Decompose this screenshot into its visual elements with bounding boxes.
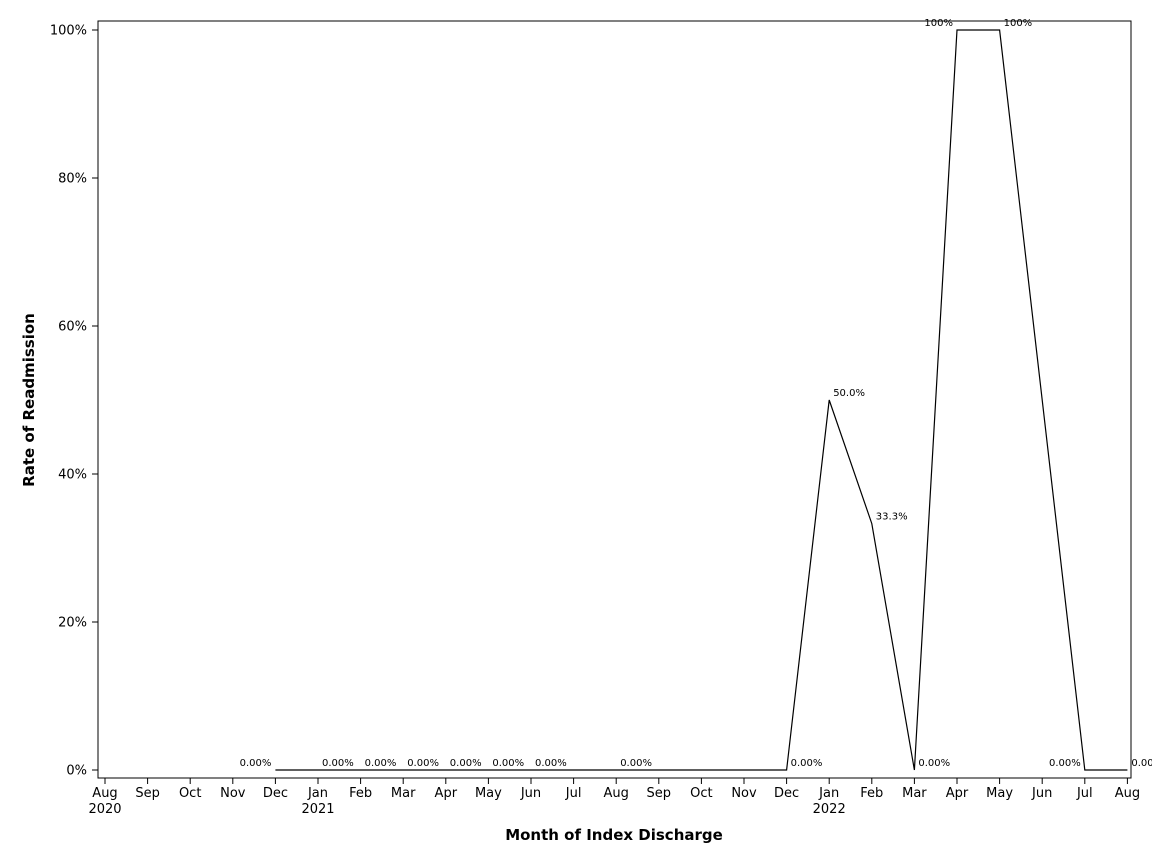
data-point-label: 0.00% — [240, 758, 272, 769]
data-point-label: 50.0% — [833, 388, 865, 399]
x-tick-label: Feb — [349, 786, 372, 801]
data-point-label: 100% — [1004, 18, 1033, 29]
x-tick-label: Oct — [179, 786, 201, 801]
x-tick-label: Jan — [307, 786, 328, 801]
x-tick-label: Sep — [135, 786, 160, 801]
data-point-label: 0.00% — [918, 758, 950, 769]
y-axis-title: Rate of Readmission — [20, 313, 38, 487]
data-point-label: 0.00% — [492, 758, 524, 769]
x-tick-label: Mar — [902, 786, 927, 801]
x-tick-label: Jan — [818, 786, 839, 801]
x-tick-label: Aug — [604, 786, 629, 801]
x-axis-title: Month of Index Discharge — [505, 826, 723, 844]
data-point-label: 0.00% — [791, 758, 823, 769]
data-point-label: 0.00% — [1049, 758, 1081, 769]
x-tick-label: Dec — [263, 786, 288, 801]
x-tick-label: Jul — [565, 786, 582, 801]
x-year-label: 2020 — [88, 802, 121, 817]
x-tick-label: Aug — [1115, 786, 1140, 801]
x-tick-label: May — [475, 786, 502, 801]
y-tick-label: 80% — [58, 172, 87, 187]
y-axis: 0% 20% 40% 60% 80% 100% — [50, 24, 98, 779]
series-layer — [275, 29, 1128, 771]
x-year-label: 2021 — [301, 802, 334, 817]
data-point-label: 0.00% — [1131, 758, 1152, 769]
plot-frame — [97, 20, 1132, 779]
x-tick-label: Nov — [220, 786, 246, 801]
data-point-label: 0.00% — [407, 758, 439, 769]
data-point-label: 0.00% — [535, 758, 567, 769]
y-tick-label: 60% — [58, 320, 87, 335]
data-point-label: 0.00% — [450, 758, 482, 769]
x-tick-label: Aug — [92, 786, 117, 801]
x-tick-label: Dec — [774, 786, 799, 801]
x-tick-label: Nov — [731, 786, 757, 801]
x-year-label: 2022 — [813, 802, 846, 817]
data-point-label: 0.00% — [365, 758, 397, 769]
x-tick-label: Apr — [435, 786, 458, 801]
data-point-label: 0.00% — [322, 758, 354, 769]
data-point-label: 0.00% — [620, 758, 652, 769]
data-point-label: 33.3% — [876, 512, 908, 523]
x-tick-label: Oct — [690, 786, 712, 801]
series-line — [275, 29, 1128, 771]
y-tick-label: 0% — [66, 764, 87, 779]
x-tick-label: Jun — [1031, 786, 1052, 801]
y-tick-label: 40% — [58, 468, 87, 483]
x-tick-label: Feb — [860, 786, 883, 801]
x-tick-label: Jun — [520, 786, 541, 801]
x-tick-label: Sep — [647, 786, 672, 801]
x-tick-label: Mar — [391, 786, 416, 801]
y-tick-label: 20% — [58, 616, 87, 631]
data-label-layer: 0.00% 0.00% 0.00% 0.00% 0.00% 0.00% 0.00% 0.00%… — [240, 18, 1152, 769]
x-tick-label: May — [986, 786, 1013, 801]
x-tick-label: Jul — [1076, 786, 1093, 801]
y-tick-label: 100% — [50, 24, 87, 39]
x-tick-label: Apr — [946, 786, 969, 801]
data-point-label: 100% — [924, 18, 953, 29]
